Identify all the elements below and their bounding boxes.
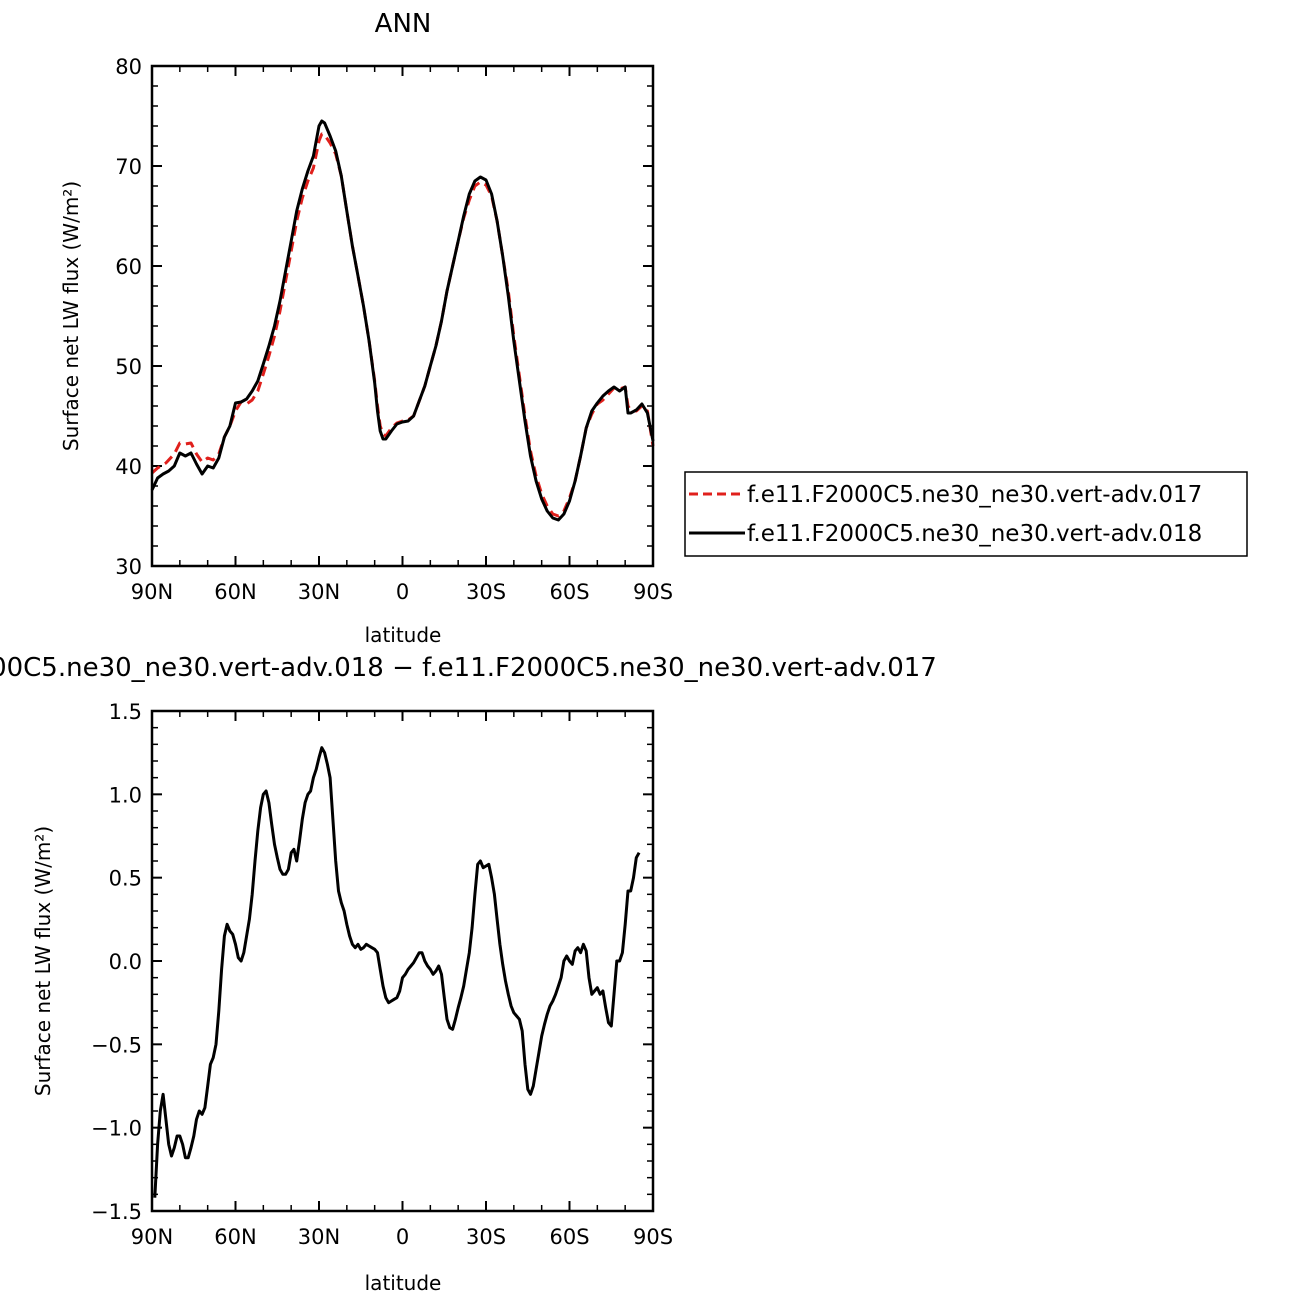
legend-label-017: f.e11.F2000C5.ne30_ne30.vert-adv.017 xyxy=(747,482,1202,508)
y-tick-label: 0.0 xyxy=(109,950,142,974)
x-tick-label: 30S xyxy=(466,1225,506,1249)
x-tick-label: 90S xyxy=(633,580,673,604)
legend-box xyxy=(684,471,1248,557)
bottom-plot-frame xyxy=(150,709,655,1213)
x-tick-label: 60S xyxy=(549,1225,589,1249)
top-y-axis-label: Surface net LW flux (W/m²) xyxy=(59,181,83,451)
top-series-line-0 xyxy=(151,132,655,518)
x-tick-label: 30N xyxy=(298,580,340,604)
y-tick-label: 70 xyxy=(115,155,142,179)
y-tick-label: 40 xyxy=(115,455,142,479)
y-tick-label: 1.0 xyxy=(109,783,142,807)
bottom-chart-title: f.e11.F2000C5.ne30_ne30.vert-adv.018 − f… xyxy=(0,653,937,683)
x-tick-label: 30S xyxy=(466,580,506,604)
x-tick-label: 30N xyxy=(298,1225,340,1249)
top-chart-title: ANN xyxy=(375,9,432,39)
y-tick-label: 30 xyxy=(115,555,142,579)
top-panel: ANN Surface net LW flux (W/m²) latitude … xyxy=(59,9,673,647)
y-tick-label: −0.5 xyxy=(91,1033,142,1057)
bottom-panel: f.e11.F2000C5.ne30_ne30.vert-adv.018 − f… xyxy=(0,653,937,1295)
x-tick-label: 60N xyxy=(214,1225,256,1249)
y-tick-label: 80 xyxy=(115,55,142,79)
x-tick-label: 60S xyxy=(549,580,589,604)
y-tick-label: −1.0 xyxy=(91,1117,142,1141)
y-tick-label: 1.5 xyxy=(109,700,142,724)
y-tick-label: −1.5 xyxy=(91,1200,142,1224)
x-tick-label: 90N xyxy=(131,1225,173,1249)
top-series-line-1 xyxy=(150,119,655,522)
top-x-axis-label: latitude xyxy=(365,623,442,647)
bottom-series-line-0 xyxy=(153,746,641,1198)
x-tick-label: 0 xyxy=(396,580,409,604)
legend-label-018: f.e11.F2000C5.ne30_ne30.vert-adv.018 xyxy=(747,521,1202,547)
top-plot-frame xyxy=(150,64,655,568)
x-tick-label: 90N xyxy=(131,580,173,604)
y-tick-label: 50 xyxy=(115,355,142,379)
bottom-x-axis-label: latitude xyxy=(365,1271,442,1295)
y-tick-label: 0.5 xyxy=(109,867,142,891)
legend: f.e11.F2000C5.ne30_ne30.vert-adv.017 f.e… xyxy=(684,471,1248,557)
x-tick-label: 60N xyxy=(214,580,256,604)
x-tick-label: 0 xyxy=(396,1225,409,1249)
bottom-y-axis-label: Surface net LW flux (W/m²) xyxy=(31,826,55,1096)
x-tick-label: 90S xyxy=(633,1225,673,1249)
y-tick-label: 60 xyxy=(115,255,142,279)
